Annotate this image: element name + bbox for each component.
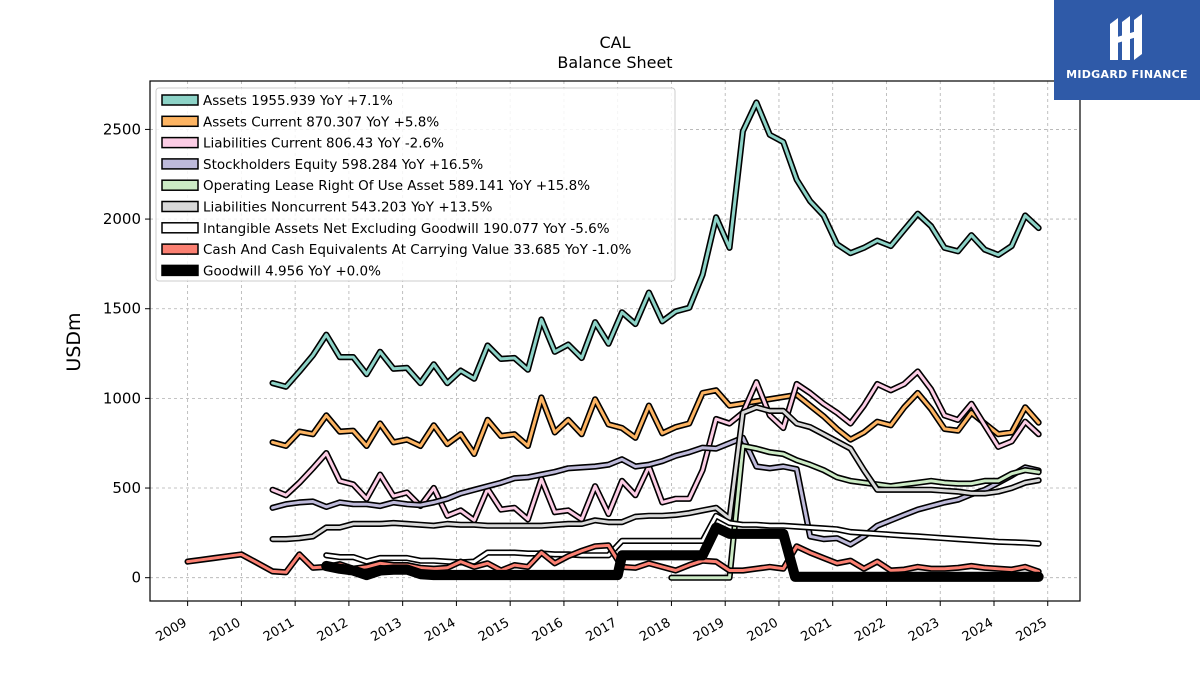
logo-mark-icon [1110,14,1142,60]
legend-item: Assets 1955.939 YoY +7.1% [161,93,393,109]
series-line [324,514,1041,564]
x-tick-label: 2016 [530,615,566,645]
y-tick-label: 0 [131,569,141,587]
legend-label: Liabilities Current 806.43 YoY -2.6% [203,136,444,152]
legend-swatch [161,94,199,106]
series-intangible-assets-net-excluding-goodwill [323,512,1042,566]
x-tick-label: 2024 [960,615,996,645]
series-line [271,436,1041,546]
legend-item: Cash And Cash Equivalents At Carrying Va… [161,242,631,258]
chart-title: CAL [599,33,630,52]
chart-subtitle: Balance Sheet [557,53,672,72]
midgard-finance-logo: MIDGARD FINANCE [1054,0,1200,100]
series-assets-current [269,387,1042,458]
x-tick-label: 2022 [852,615,888,645]
y-tick-label: 2500 [103,120,141,138]
x-tick-label: 2021 [799,615,835,645]
x-tick-label: 2011 [261,615,297,645]
legend-swatch [161,179,199,191]
x-tick-label: 2012 [315,615,351,645]
x-tick-label: 2013 [368,615,404,645]
legend-swatch [161,115,199,128]
plot-area-frame [149,80,1081,602]
legend-swatch [161,200,199,213]
legend-item: Operating Lease Right Of Use Asset 589.1… [161,178,590,194]
x-tick-label: 2015 [476,615,512,645]
legend-swatch [161,158,199,170]
y-tick-label: 1500 [103,300,141,318]
legend: Assets 1955.939 YoY +7.1% Assets Current … [155,87,676,282]
legend-label: Liabilities Noncurrent 543.203 YoY +13.5… [203,200,493,216]
series-line [271,101,1041,389]
legend-item: Assets Current 870.307 YoY +5.8% [161,114,439,130]
legend-swatch [161,136,199,149]
series-goodwill [321,522,1044,582]
x-tick-label: 2014 [422,615,458,645]
series-assets [269,99,1042,390]
legend-label: Operating Lease Right Of Use Asset 589.1… [203,178,590,194]
legend-swatch [161,222,199,234]
y-tick-label: 2000 [103,210,141,228]
legend-item: Stockholders Equity 598.284 YoY +16.5% [161,157,483,173]
legend-label: Assets 1955.939 YoY +7.1% [203,93,393,109]
legend-label: Goodwill 4.956 YoY +0.0% [203,263,381,279]
y-tick-label: 500 [112,479,141,497]
series-line [271,388,1041,456]
series-cash-and-cash-equivalents-at-carrying-value [184,542,1042,576]
legend-swatch [161,243,199,255]
series-line [322,524,1043,581]
legend-item: Goodwill 4.956 YoY +0.0% [161,263,381,279]
x-tick-label: 2010 [207,615,243,645]
series-operating-lease-right-of-use-asset [668,442,1042,581]
legend-label: Intangible Assets Net Excluding Goodwill… [203,221,610,237]
x-tick-label: 2023 [906,615,942,645]
legend-item: Liabilities Noncurrent 543.203 YoY +13.5… [161,200,493,216]
logo-text: MIDGARD FINANCE [1066,68,1188,81]
x-tick-label: 2018 [637,615,673,645]
series-line [271,405,1041,541]
series-stockholders-equity [269,434,1042,548]
series-outline [269,404,1042,543]
legend-label: Cash And Cash Equivalents At Carrying Va… [203,242,631,258]
legend-label: Assets Current 870.307 YoY +5.8% [203,114,439,130]
x-tick-label: 2017 [584,615,620,645]
series-liabilities-noncurrent [269,404,1042,543]
series-outline [668,442,1042,581]
x-tick-label: 2019 [691,615,727,645]
series-layer [184,99,1044,582]
legend-item: Liabilities Current 806.43 YoY -2.6% [161,136,444,152]
legend-item: Intangible Assets Net Excluding Goodwill… [161,221,610,237]
x-tick-label: 2020 [745,615,781,645]
series-line [271,370,1041,522]
legend-swatch [161,264,199,277]
series-line [669,444,1041,580]
series-liabilities-current [269,368,1042,524]
series-outline [269,368,1042,524]
legend-box [155,87,676,282]
y-axis-label: USDm [63,312,85,371]
x-tick-label: 2025 [1014,615,1050,645]
y-tick-label: 1000 [103,389,141,407]
legend-label: Stockholders Equity 598.284 YoY +16.5% [203,157,483,173]
x-tick-label: 2009 [153,615,189,645]
